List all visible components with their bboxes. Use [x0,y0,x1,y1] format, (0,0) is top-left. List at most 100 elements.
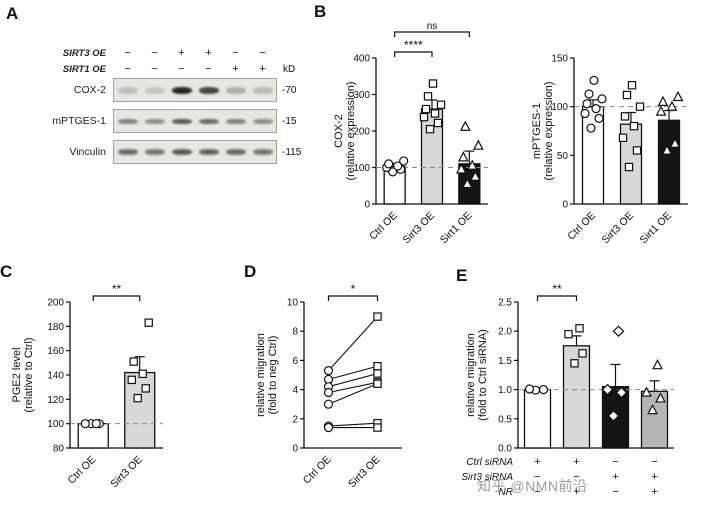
y-axis-title: mPTGES-1(relative expression) [531,81,555,180]
protein-band-icon [171,149,192,155]
lane-dose-symbol: − [151,63,158,75]
y-tick-label: 80 [53,444,65,455]
blot-lane-strip [113,109,277,133]
chart-migration-paired: relative migration(fold to neg Ctrl) 0 2 4 6… [252,276,428,527]
data-point [461,177,473,189]
condition-symbol: − [612,486,618,498]
significance-bracket [394,31,470,37]
blot-condition-row: SIRT3 OE − − + + − − [26,46,336,61]
y-tick-label: 200 [353,127,370,138]
data-point [423,92,433,101]
blot-lane [141,86,168,94]
condition-label: SIRT3 OE [62,48,106,59]
y-tick-label: 180 [47,322,64,333]
blot-lane [222,149,249,155]
data-point [425,124,435,134]
x-category-label: Ctrl OE [301,454,334,487]
protein-band-icon [144,118,165,124]
x-category-label: Ctrl OE [565,210,598,243]
condition-symbol: + [573,456,579,468]
blot-lane [141,149,168,155]
y-axis-title: COX-2(relative expression) [333,81,357,180]
data-point [632,146,642,155]
y-tick-label: 4 [292,385,298,396]
y-tick-label: 100 [47,419,64,430]
blot-lane [249,86,276,94]
blot-lane [114,86,141,94]
y-tick-label: 200 [47,298,64,309]
mw-marker-label: -15 [282,115,297,127]
blot-lane [222,86,249,94]
protein-band-icon [117,149,138,155]
data-point [615,386,628,399]
condition-symbol: − [534,486,540,498]
panel-b-letter: B [314,2,327,21]
data-point [399,156,409,166]
data-point [589,75,599,85]
y-tick-label: 0 [562,200,568,211]
data-point [455,163,467,174]
chart-mptges1-expression: mPTGES-1(relative expression) 0 50 100 150 Ct… [528,14,700,271]
y-axis-title: PGE2 level(relative to Ctrl) [11,337,35,412]
protein-band-icon [198,149,219,155]
western-blot-panel: SIRT3 OE − − + + − − SIRT1 OE − − − − + + kD COX-2 -70 mP… [26,46,336,171]
y-tick-label: 10 [287,298,299,309]
data-point [323,366,334,376]
data-point [597,94,607,104]
data-point [594,113,604,123]
protein-label: Vinculin [69,146,106,158]
bar [657,119,681,205]
data-point [607,410,620,422]
protein-band-icon [225,86,246,94]
data-point [373,362,382,371]
chart-svg: mPTGES-1(relative expression) 0 50 100 150 Ct… [531,54,688,246]
data-point [582,99,592,109]
data-point [584,89,594,99]
significance-bracket [536,295,578,301]
data-point [323,387,334,398]
y-tick-label: 6 [292,356,298,367]
data-point [419,112,429,122]
blot-band-row: COX-2 -70 [26,78,336,102]
data-point [141,384,150,393]
lane-dose-symbol: − [205,63,212,75]
blot-lane [195,86,222,94]
significance-label: ** [552,282,562,296]
data-point [524,384,535,394]
condition-symbol: + [573,486,579,498]
data-point [672,90,684,102]
blot-lane-strip [113,78,277,102]
y-tick-label: 300 [353,90,370,101]
y-axis-title: relative migration(fold to Ctrl siRNA) [465,329,489,421]
pair-line [328,422,378,427]
data-point [657,95,669,106]
condition-symbol: − [534,471,540,483]
data-point [652,358,663,370]
blot-lane [222,118,249,124]
pair-line [328,365,378,380]
lane-dose-symbol: − [124,47,131,59]
chart-cox2-expression: COX-2(relative expression) 0 100 200 300 400 *… [330,14,498,271]
data-point [421,104,431,114]
significance-bracket [394,51,433,57]
blot-lane [195,118,222,124]
lane-dose-symbol: − [124,63,131,75]
lane-dose-symbol: + [178,47,185,59]
significance-bracket [92,295,141,301]
lane-symbols: − − + + − − [113,46,278,61]
panel-e-letter: E [456,266,468,285]
blot-lane [141,118,168,124]
pair-line [328,373,378,388]
data-point [620,112,630,121]
data-point [647,403,658,415]
chart-svg: relative migration(fold to neg Ctrl) 0 2 4 6… [255,282,402,490]
watermark: 知乎 @NMN前沿 [477,478,588,494]
data-point [138,369,147,378]
data-point [388,167,398,177]
condition-label: SIRT1 OE [62,64,106,75]
protein-band-icon [144,86,165,94]
data-point [373,379,382,388]
y-tick-label: 140 [47,371,64,382]
data-point [373,423,382,432]
data-point [373,312,382,321]
